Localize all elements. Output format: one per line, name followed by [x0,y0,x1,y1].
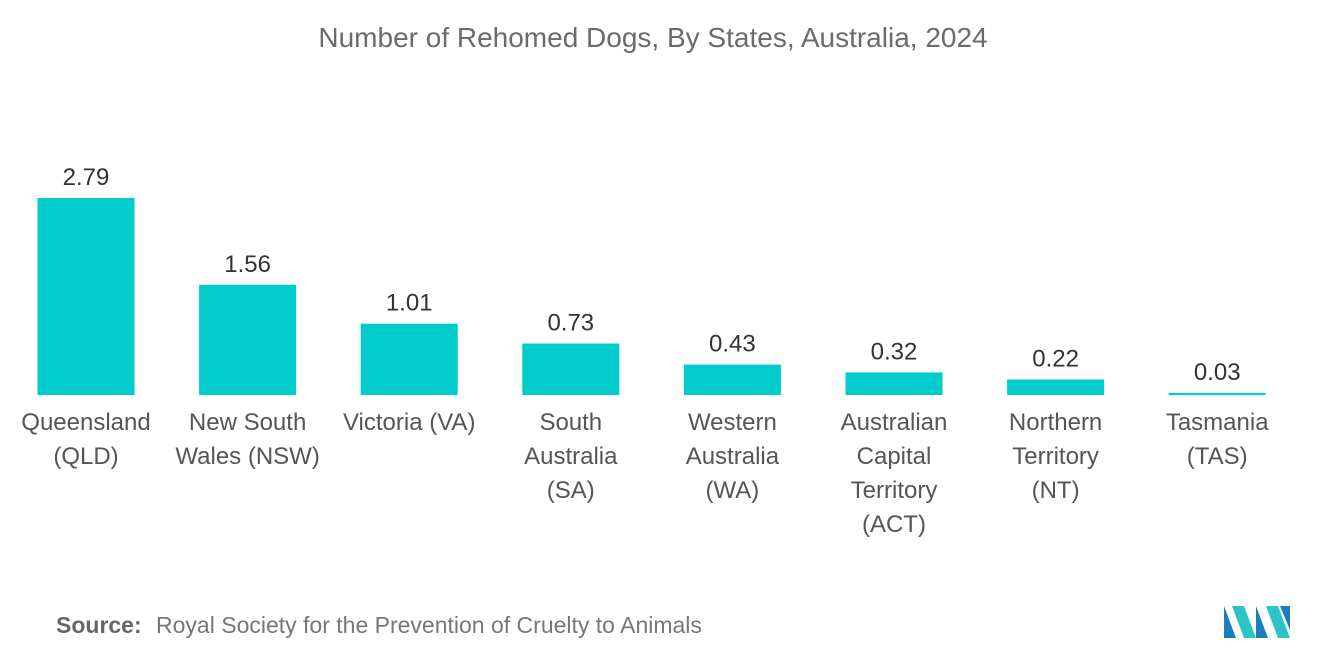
bar-6 [845,372,943,395]
category-label-line: Territory [851,477,938,504]
value-label-8: 0.03 [1194,359,1241,386]
category-label-4: South Australia (SA) [524,409,618,504]
bar-8 [1168,392,1266,395]
category-label-1: Queensland (QLD) [21,409,150,470]
category-label-line: South [539,409,602,436]
bars-layer [37,198,1266,395]
chart-title: Number of Rehomed Dogs, By States, Austr… [318,22,988,53]
category-label-line: Territory [1012,443,1099,470]
value-label-5: 0.43 [709,331,756,358]
category-label-line: Northern [1009,409,1102,436]
value-label-6: 0.32 [871,338,918,365]
category-label-line: Australian [841,409,948,436]
value-labels-layer: 2.79 1.56 1.01 0.73 0.43 0.32 0.22 0.03 [63,164,1241,386]
category-label-line: Wales (NSW) [175,443,319,470]
value-label-7: 0.22 [1032,346,1079,373]
bar-5 [683,364,781,395]
bar-7 [1007,379,1105,395]
value-label-2: 1.56 [224,251,271,278]
bar-1 [37,198,135,395]
category-label-line: Australia [524,443,618,470]
category-label-line: (QLD) [53,443,118,470]
category-label-line: (ACT) [862,511,926,538]
category-label-line: (WA) [706,477,760,504]
bar-2 [199,284,297,395]
category-label-line: (TAS) [1187,443,1248,470]
category-labels-layer: Queensland (QLD) New South Wales (NSW) Victo… [21,409,1269,538]
category-label-line: Tasmania [1166,409,1269,436]
category-label-7: Northern Territory (NT) [1009,409,1102,504]
category-label-line: Queensland [21,409,150,436]
category-label-line: Victoria (VA) [343,409,475,436]
category-label-line: New South [189,409,306,436]
category-label-line: Capital [857,443,932,470]
category-label-line: (NT) [1032,477,1080,504]
source-label: Source: [56,612,142,638]
bar-3 [360,323,458,395]
category-label-8: Tasmania (TAS) [1166,409,1269,470]
category-label-6: Australian Capital Territory (ACT) [841,409,948,538]
value-label-1: 2.79 [63,164,110,191]
source-note: Source: Royal Society for the Prevention… [56,612,702,639]
category-label-3: Victoria (VA) [343,409,475,436]
bar-4 [522,343,620,395]
category-label-2: New South Wales (NSW) [175,409,319,470]
category-label-5: Western Australia (WA) [686,409,780,504]
source-text: Royal Society for the Prevention of Crue… [156,612,702,638]
value-label-3: 1.01 [386,290,433,317]
category-label-line: (SA) [547,477,595,504]
mordor-intelligence-logo-icon [1224,606,1290,638]
category-label-line: Western [688,409,777,436]
category-label-line: Australia [686,443,780,470]
value-label-4: 0.73 [547,310,594,337]
